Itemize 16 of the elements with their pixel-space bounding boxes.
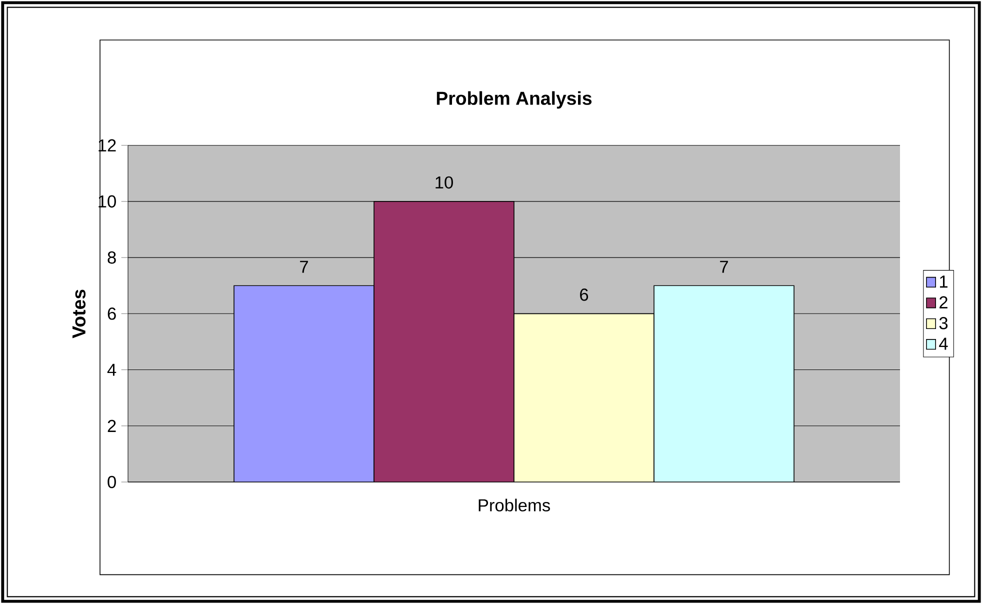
chart-title: Problem Analysis: [436, 91, 592, 109]
y-tick-label: 8: [108, 251, 116, 264]
legend-label: 1: [940, 276, 948, 288]
y-tick-label: 2: [108, 420, 116, 432]
y-tick-label: 0: [108, 476, 116, 488]
x-axis-title: Problems: [478, 498, 550, 512]
legend-label: 4: [939, 338, 948, 350]
y-tick-label: 6: [108, 308, 116, 320]
y-tick-label: 4: [107, 364, 116, 376]
data-label: 10: [436, 176, 453, 189]
data-label: 6: [580, 288, 588, 301]
y-axis-title: Votes: [72, 290, 86, 338]
data-label: 7: [720, 260, 728, 273]
legend-label: 3: [939, 316, 948, 330]
data-label: 7: [300, 260, 308, 273]
legend-label: 2: [940, 296, 948, 308]
